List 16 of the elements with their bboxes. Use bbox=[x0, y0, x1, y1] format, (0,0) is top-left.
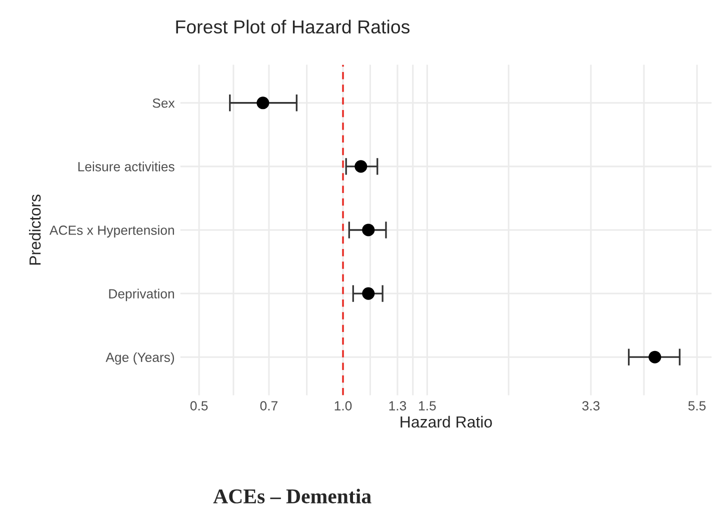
y-tick-label: ACEs x Hypertension bbox=[49, 225, 174, 238]
y-tick-label: Sex bbox=[152, 98, 175, 108]
x-tick-label: 1.3 bbox=[389, 401, 406, 410]
x-tick-label: 0.5 bbox=[190, 401, 208, 410]
x-tick-label: 1.0 bbox=[334, 401, 352, 410]
x-tick-label: 1.5 bbox=[419, 401, 436, 410]
y-tick-label: Deprivation bbox=[109, 288, 174, 302]
x-axis-title: Hazard Ratio bbox=[400, 416, 492, 428]
chart-title: Forest Plot of Hazard Ratios bbox=[176, 20, 410, 34]
x-tick-label: 5.5 bbox=[688, 401, 706, 410]
y-tick-label: Leisure activities bbox=[78, 162, 174, 172]
x-tick-label: 3.3 bbox=[582, 401, 600, 410]
y-axis-title: Predictors bbox=[28, 194, 41, 265]
text: ACEs – Dementia bbox=[213, 488, 372, 504]
y-tick-label: Age (Years) bbox=[106, 352, 174, 365]
x-tick-label: 0.7 bbox=[260, 401, 278, 410]
